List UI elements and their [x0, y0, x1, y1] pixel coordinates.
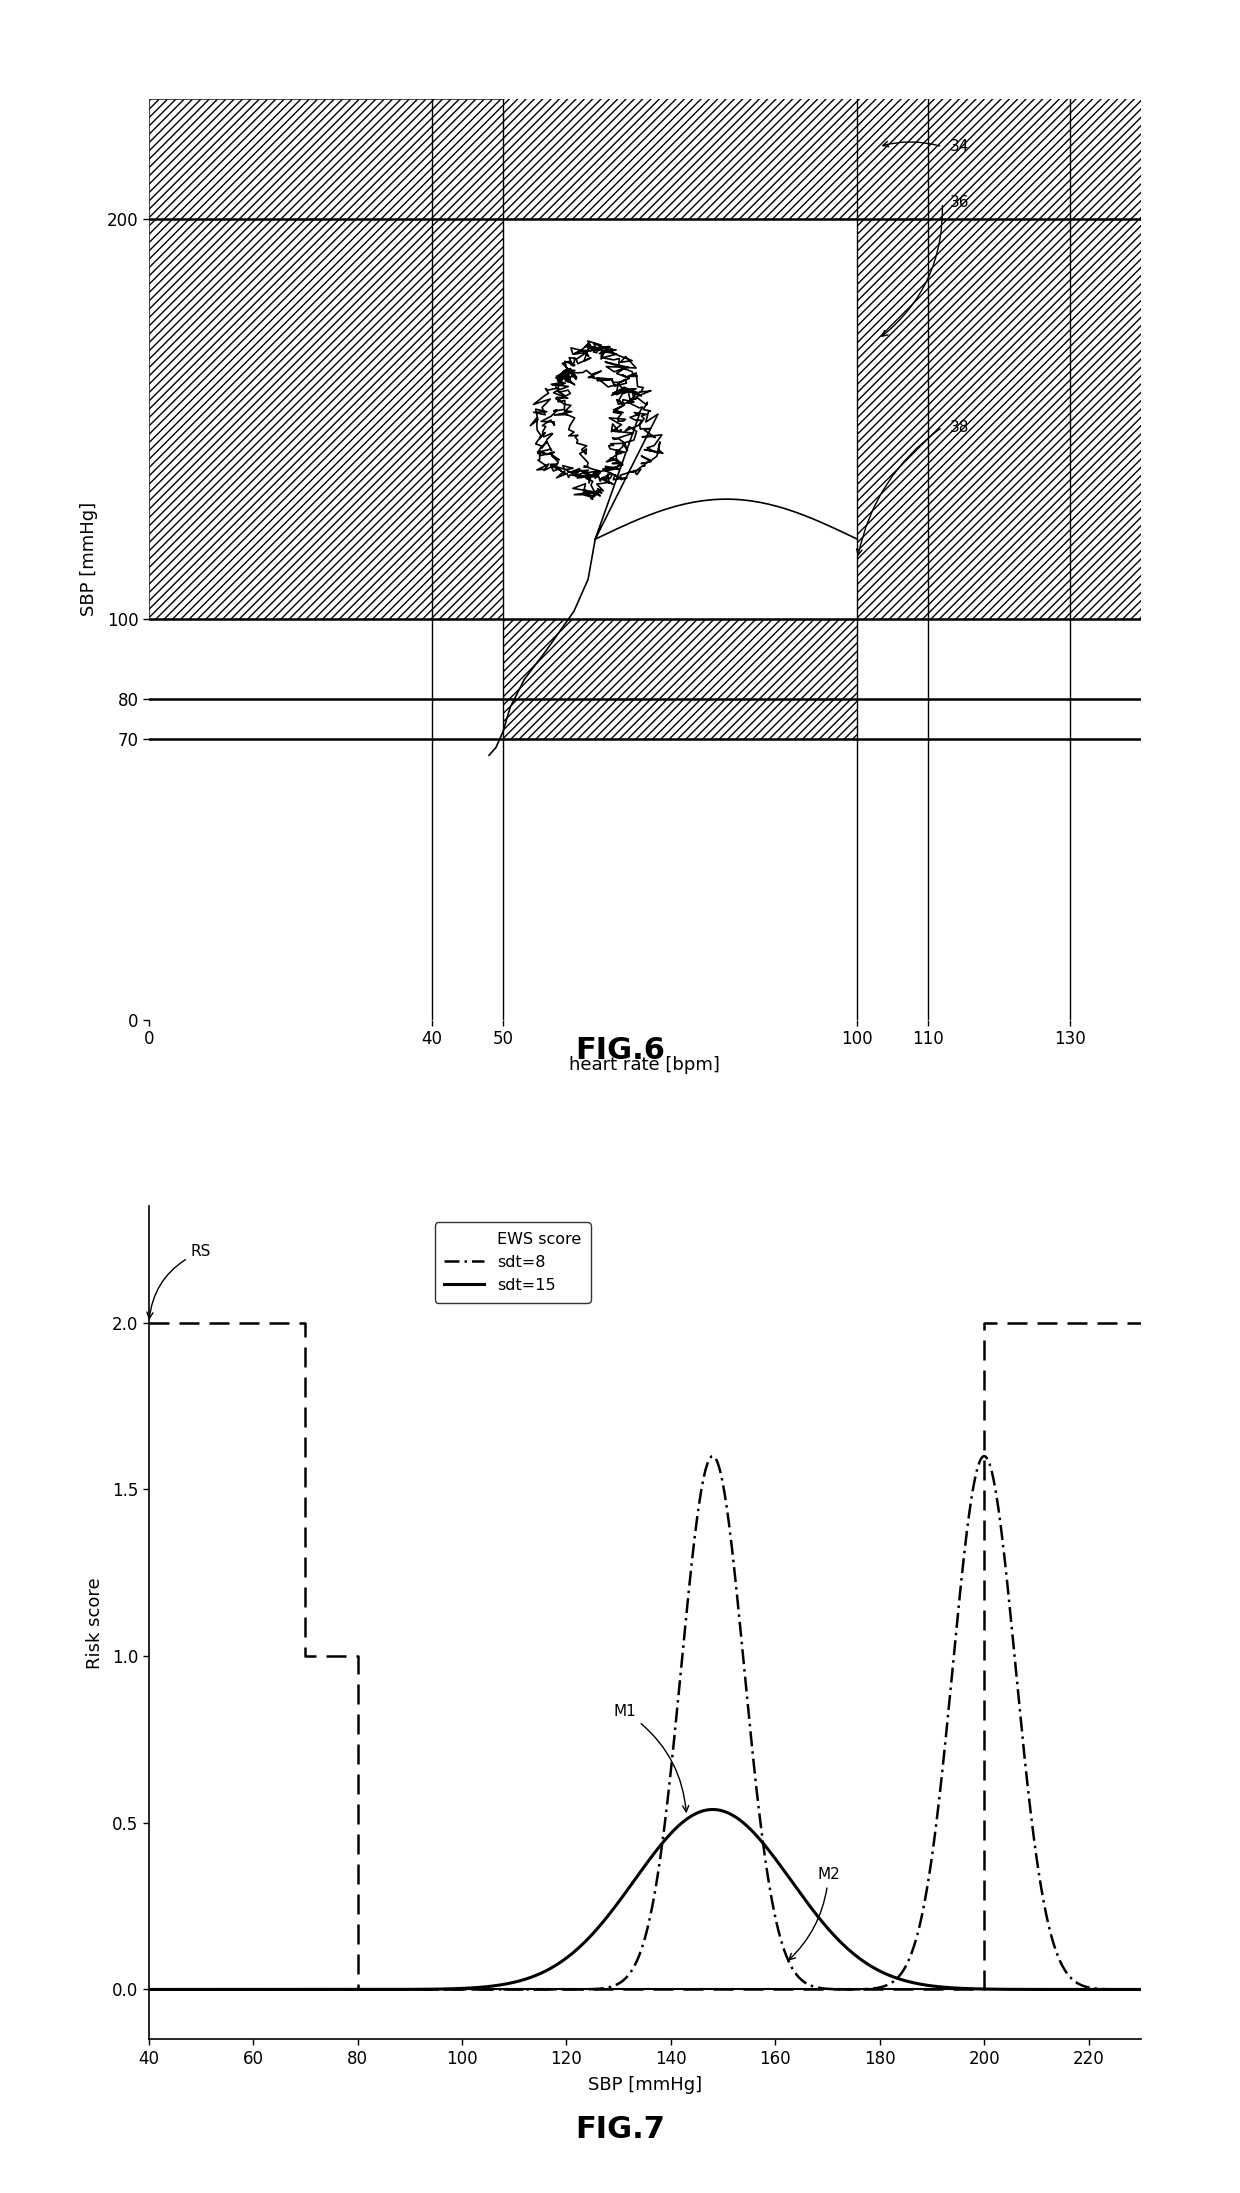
- Legend: EWS score, sdt=8, sdt=15: EWS score, sdt=8, sdt=15: [434, 1222, 590, 1303]
- Text: FIG.7: FIG.7: [575, 2116, 665, 2145]
- Bar: [149, 99, 503, 618]
- Text: 34: 34: [950, 138, 968, 154]
- X-axis label: SBP [mmHg]: SBP [mmHg]: [588, 2077, 702, 2094]
- Text: FIG.6: FIG.6: [575, 1037, 665, 1066]
- Text: RS: RS: [146, 1243, 211, 1318]
- Bar: [503, 618, 857, 739]
- Text: M2: M2: [789, 1868, 839, 1961]
- Bar: [503, 79, 1141, 219]
- X-axis label: heart rate [bpm]: heart rate [bpm]: [569, 1057, 720, 1075]
- Text: 38: 38: [950, 419, 968, 434]
- Bar: [857, 219, 1141, 618]
- Y-axis label: SBP [mmHg]: SBP [mmHg]: [81, 502, 98, 616]
- Y-axis label: Risk score: Risk score: [86, 1577, 104, 1669]
- Text: 36: 36: [950, 195, 968, 211]
- Text: M1: M1: [614, 1704, 688, 1811]
